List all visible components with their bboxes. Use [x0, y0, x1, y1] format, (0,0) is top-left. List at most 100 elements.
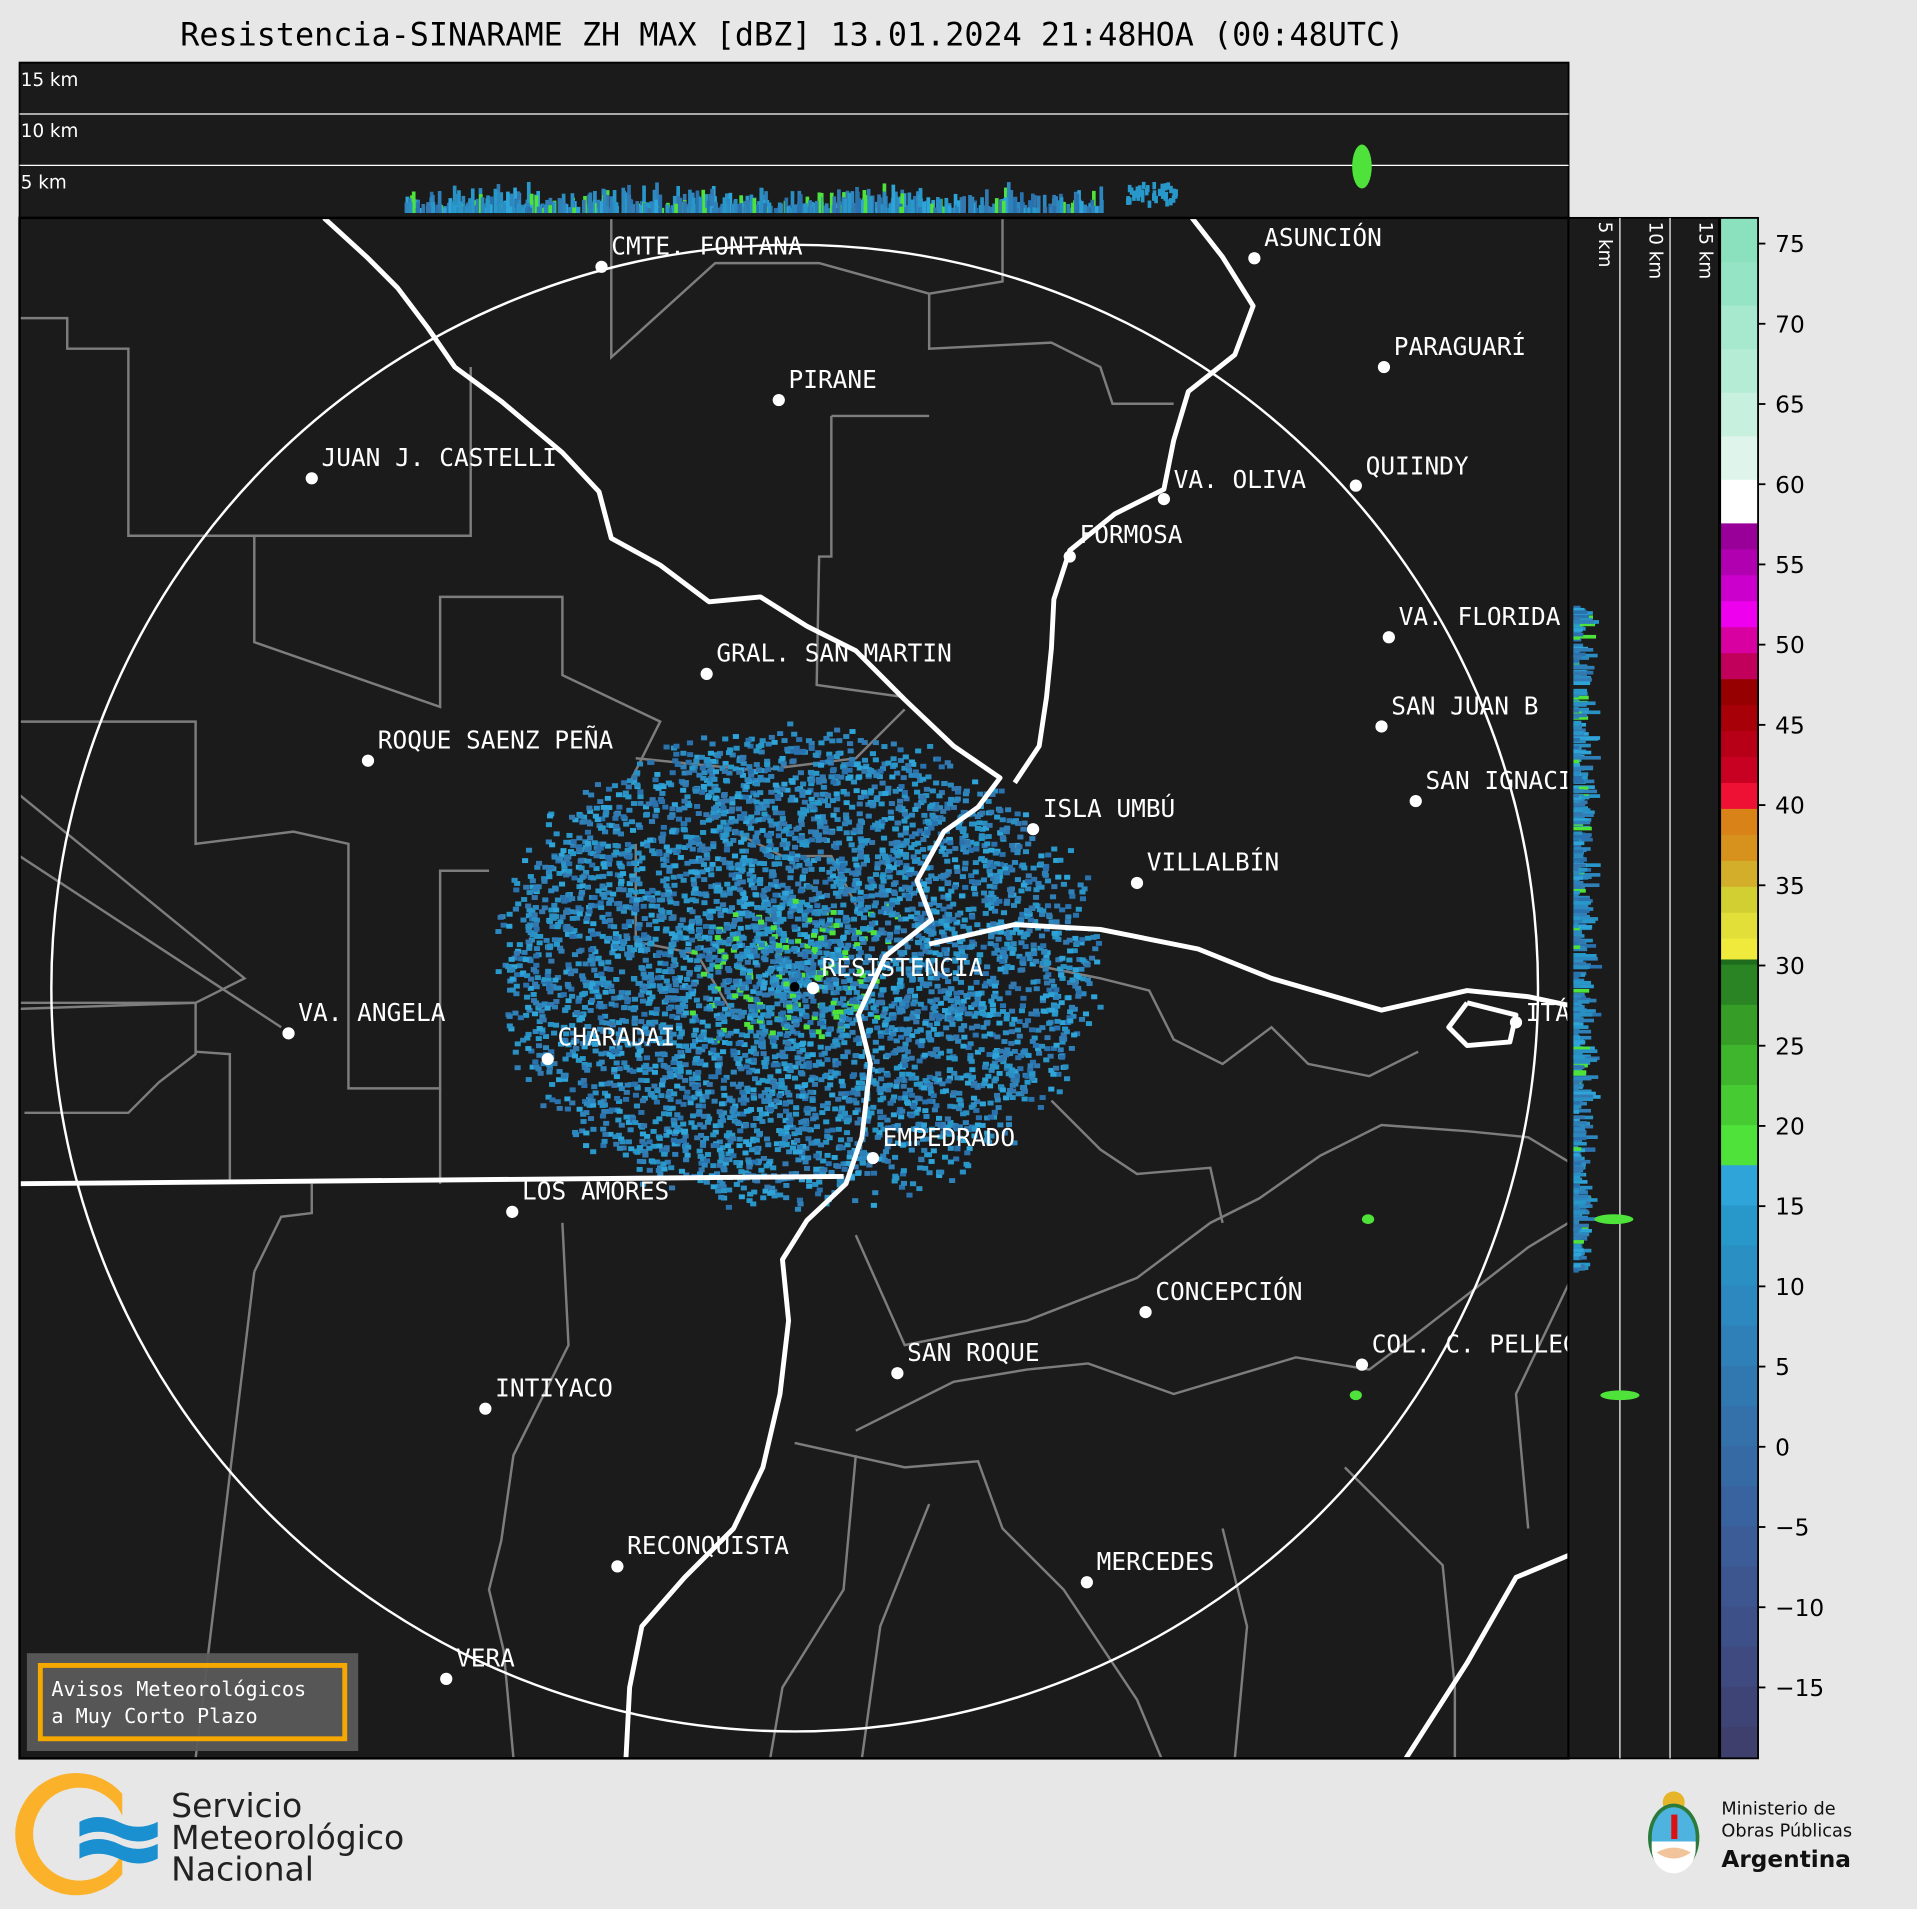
echo-pixel: [696, 1003, 703, 1009]
echo-pixel: [905, 768, 913, 773]
echo-pixel: [804, 857, 811, 863]
echo-pixel: [764, 762, 771, 767]
echo-pixel: [772, 765, 780, 771]
echo-pixel: [841, 1166, 848, 1172]
echo-pixel: [680, 764, 687, 770]
echo-pixel: [824, 1133, 831, 1139]
echo-pixel: [747, 997, 754, 1003]
echo-pixel: [599, 976, 606, 982]
echo-pixel: [539, 1014, 546, 1020]
echo-pixel: [1041, 949, 1048, 955]
echo-pixel: [947, 1145, 954, 1151]
echo-pixel: [698, 857, 705, 863]
echo-pixel: [616, 860, 623, 866]
echo-pixel: [982, 825, 990, 831]
echo-pixel: [1033, 1011, 1041, 1017]
echo-pixel: [636, 825, 644, 830]
echo-pixel: [740, 954, 747, 960]
echo-pixel: [747, 1028, 754, 1034]
echo-pixel: [699, 789, 706, 795]
echo-pixel: [541, 976, 548, 982]
echo-pixel: [546, 944, 554, 950]
echo-pixel: [546, 981, 553, 987]
echo-pixel: [900, 775, 907, 781]
echo-pixel: [760, 1195, 767, 1201]
echo-pixel: [888, 841, 895, 846]
echo-pixel: [635, 1052, 642, 1058]
echo-pixel: [730, 985, 737, 990]
echo-pixel: [618, 990, 625, 995]
echo-pixel: [765, 1078, 772, 1084]
echo-pixel: [946, 1055, 953, 1061]
echo-pixel: [1029, 1038, 1036, 1044]
echo-pixel: [861, 1155, 868, 1161]
echo-pixel: [767, 202, 772, 214]
echo-pixel: [867, 926, 874, 932]
echo-pixel: [898, 916, 905, 922]
echo-pixel: [588, 953, 595, 959]
echo-pixel: [526, 1007, 533, 1013]
echo-pixel: [1049, 1026, 1056, 1032]
echo-pixel: [742, 1052, 749, 1058]
echo-pixel: [675, 996, 682, 1001]
echo-pixel: [586, 805, 593, 811]
echo-pixel: [676, 1043, 683, 1049]
echo-pixel: [714, 964, 721, 970]
echo-pixel: [448, 198, 453, 214]
echo-pixel: [736, 1163, 743, 1169]
echo-pixel: [717, 1178, 724, 1183]
echo-pixel: [625, 794, 632, 800]
echo-pixel: [646, 941, 654, 947]
echo-pixel: [913, 789, 921, 795]
echo-pixel: [741, 855, 748, 860]
echo-pixel: [699, 1019, 706, 1025]
echo-pixel: [729, 796, 736, 802]
echo-pixel: [849, 1029, 856, 1035]
echo-pixel: [888, 1164, 895, 1170]
echo-pixel: [917, 976, 924, 982]
echo-pixel: [851, 882, 858, 888]
echo-pixel: [794, 786, 801, 792]
echo-pixel: [525, 1031, 532, 1037]
echo-pixel: [952, 857, 959, 863]
echo-pixel: [840, 789, 847, 795]
echo-pixel: [527, 874, 534, 879]
echo-pixel: [717, 1122, 724, 1128]
echo-pixel: [758, 1111, 765, 1117]
echo-pixel: [849, 756, 856, 762]
echo-pixel: [898, 1184, 906, 1190]
echo-pixel: [797, 903, 804, 909]
echo-pixel: [848, 1175, 855, 1181]
echo-pixel: [1048, 919, 1055, 925]
echo-pixel: [781, 968, 789, 974]
echo-pixel: [838, 1109, 845, 1115]
echo-pixel: [631, 779, 638, 785]
echo-pixel: [954, 789, 962, 795]
echo-pixel: [822, 970, 829, 976]
echo-pixel: [682, 1062, 689, 1068]
echo-pixel: [718, 1000, 725, 1006]
echo-pixel: [970, 197, 974, 214]
echo-pixel: [890, 957, 897, 963]
echo-pixel: [745, 200, 750, 214]
echo-pixel: [585, 1062, 592, 1068]
echo-pixel: [768, 882, 775, 888]
echo-pixel: [796, 1130, 803, 1136]
echo-pixel: [825, 1161, 832, 1167]
echo-pixel: [834, 817, 841, 822]
echo-pixel: [922, 1165, 929, 1171]
echo-pixel: [916, 1058, 923, 1064]
echo-pixel: [807, 907, 814, 913]
echo-pixel: [678, 1006, 685, 1012]
echo-pixel: [1171, 195, 1176, 203]
echo-pixel: [763, 802, 770, 808]
echo-pixel: [997, 929, 1004, 935]
echo-pixel: [888, 1025, 895, 1031]
echo-pixel: [630, 1007, 637, 1013]
echo-pixel: [880, 1114, 887, 1120]
echo-pixel: [548, 958, 555, 964]
echo-pixel: [597, 900, 604, 906]
echo-pixel: [858, 1054, 865, 1059]
echo-pixel: [1052, 991, 1059, 997]
